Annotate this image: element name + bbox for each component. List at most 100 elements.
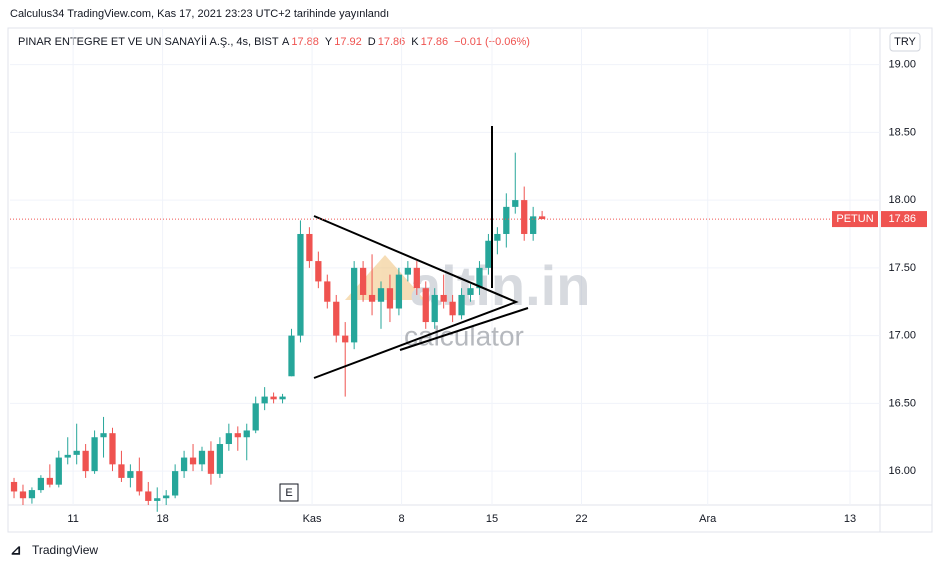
candle-body	[172, 471, 179, 496]
candle-body	[521, 200, 528, 234]
candle-body	[431, 294, 438, 323]
last-price-box	[881, 211, 927, 228]
candle-body	[342, 335, 349, 343]
candle-body	[315, 261, 322, 282]
candle-body	[91, 437, 98, 472]
currency: TRY	[894, 36, 916, 48]
trend-line	[399, 307, 529, 351]
candle-body	[458, 294, 465, 316]
candle-body	[37, 477, 45, 491]
candle-body	[351, 267, 358, 343]
candle-body	[333, 301, 340, 336]
legend-value: 17.92	[334, 36, 362, 48]
chart-frame	[7, 27, 933, 533]
candle-body	[10, 481, 18, 492]
candle-body	[82, 450, 89, 472]
candle-body	[288, 335, 295, 377]
candle-body	[252, 403, 259, 431]
watermark-sub: calculator	[404, 320, 524, 351]
candle-body	[270, 396, 277, 400]
candle-body	[395, 274, 403, 309]
candle-body	[198, 450, 206, 465]
legend-key: A	[282, 36, 290, 48]
candle-body	[377, 288, 385, 302]
triangle-drawing	[313, 215, 519, 379]
candle-body	[306, 233, 313, 262]
candle-body	[422, 288, 429, 323]
published-note: Calculus34 TradingView.com, Kas 17, 2021…	[10, 8, 389, 20]
legend-value: 17.88	[291, 36, 319, 48]
x-tick-label: 22	[575, 513, 587, 525]
candle-body	[180, 457, 188, 472]
legend-key: K	[411, 36, 419, 48]
candle-body	[100, 433, 107, 438]
candle-body	[279, 396, 286, 400]
watermark-brand: altin.in	[410, 254, 590, 317]
y-tick-label: 18.50	[888, 126, 916, 138]
y-tick-label: 16.00	[888, 465, 916, 477]
event-marker: E	[285, 487, 292, 499]
candle-body	[512, 200, 519, 207]
candle-body	[530, 216, 537, 234]
candle-body	[503, 206, 510, 234]
candle-body	[386, 288, 394, 309]
candle-body	[46, 477, 53, 485]
y-tick-label: 18.00	[888, 194, 916, 206]
ohlc-legend: A 17.88 Y 17.92 D 17.86 K 17.86 −0.01 (−0.06%)	[282, 36, 530, 48]
legend-value: 17.86	[378, 36, 406, 48]
drawings	[313, 126, 529, 379]
candle-body	[64, 454, 71, 458]
y-tick-label: 17.50	[888, 262, 916, 274]
currency-box	[889, 32, 921, 52]
candle-body	[359, 267, 367, 295]
candle-body	[207, 450, 215, 474]
x-tick-label: 13	[844, 513, 856, 525]
candle-body	[467, 288, 474, 295]
candle-body	[234, 433, 241, 438]
legend-value: 17.86	[421, 36, 449, 48]
last-price: 17.86	[888, 213, 916, 225]
candle-body	[154, 498, 161, 501]
footer-logo: ⊿	[10, 542, 22, 558]
candle-body	[216, 444, 224, 474]
candle-body	[297, 233, 304, 336]
x-tick-label: 11	[67, 513, 78, 525]
candle-body	[127, 471, 134, 478]
candle-body	[73, 450, 80, 455]
legend-key: D	[368, 36, 376, 48]
candle-body	[449, 301, 456, 316]
footer: TradingView	[32, 543, 98, 557]
candle-body	[368, 294, 376, 302]
candle-body	[243, 430, 250, 438]
candle-body	[109, 433, 116, 465]
candle-body	[324, 281, 331, 302]
x-tick-label: Ara	[699, 513, 717, 525]
last-label: PETUN	[836, 213, 873, 225]
candle-body	[476, 267, 483, 289]
candle-body	[28, 490, 36, 499]
candle-body	[404, 267, 411, 275]
candle-body	[163, 495, 170, 499]
candle-body	[136, 471, 143, 492]
candles	[10, 152, 546, 512]
candle-body	[538, 216, 546, 220]
watermark: altin.in calculator	[345, 254, 590, 351]
candle-body	[494, 233, 501, 241]
symbol: PINAR ENTEGRE ET VE UN SANAYİİ A.Ş., 4s,…	[18, 35, 279, 48]
grid	[10, 28, 880, 505]
last-label-box	[832, 211, 878, 228]
legend-key: Y	[325, 36, 333, 48]
event-marker-box	[279, 483, 299, 502]
y-tick-label: 17.00	[888, 330, 916, 342]
x-tick-label: 15	[486, 513, 498, 525]
candle-body	[225, 433, 232, 445]
candle-body	[413, 267, 420, 289]
candle-body	[145, 491, 152, 501]
x-tick-label: Kas	[303, 513, 322, 525]
x-tick-label: 18	[156, 513, 168, 525]
candle-body	[485, 240, 492, 268]
candle-body	[261, 396, 268, 404]
x-tick-label: 8	[399, 513, 405, 525]
y-tick-label: 19.00	[888, 58, 916, 70]
